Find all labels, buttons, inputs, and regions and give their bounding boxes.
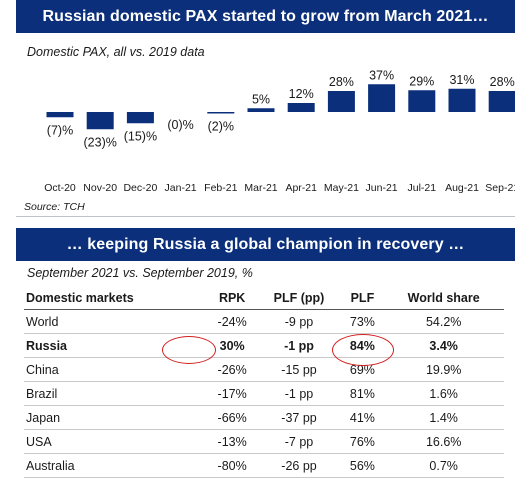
data-label: 37% <box>369 68 394 82</box>
cell-rpk: -24% <box>207 309 257 334</box>
cell-market: China <box>24 357 208 382</box>
domestic-markets-table: Domestic markets RPK PLF (pp) PLF World … <box>24 286 504 478</box>
x-tick-label: Mar-21 <box>244 182 277 194</box>
cell-plf: 69% <box>341 357 384 382</box>
header-world-share: World share <box>383 286 504 310</box>
data-label: 12% <box>289 87 314 101</box>
cell-world-share: 54.2% <box>383 309 504 334</box>
cell-plf: 84% <box>341 333 384 358</box>
table-row: Russia 30% -1 pp 84% 3.4% <box>24 333 504 358</box>
cell-market: Japan <box>24 405 208 430</box>
table-row: Brazil -17% -1 pp 81% 1.6% <box>24 381 504 406</box>
cell-rpk: -66% <box>207 405 257 430</box>
table-subtitle: September 2021 vs. September 2019, % <box>27 266 253 280</box>
chart-source: Source: TCH <box>24 201 85 213</box>
bar-Nov-20 <box>86 112 114 130</box>
cell-rpk: -17% <box>207 381 257 406</box>
cell-plf-pp: -7 pp <box>256 429 342 454</box>
table-panel-header: … keeping Russia a global champion in re… <box>16 228 515 261</box>
cell-world-share: 16.6% <box>383 429 504 454</box>
data-label: (15)% <box>124 129 157 143</box>
cell-plf: 41% <box>341 405 384 430</box>
header-plf: PLF <box>341 286 384 310</box>
cell-plf-pp: -1 pp <box>256 381 342 406</box>
table-row: World -24% -9 pp 73% 54.2% <box>24 309 504 334</box>
cell-plf: 56% <box>341 453 384 478</box>
cell-market: USA <box>24 429 208 454</box>
table-row: Japan -66% -37 pp 41% 1.4% <box>24 405 504 430</box>
header-rpk: RPK <box>207 286 257 310</box>
cell-plf-pp: -9 pp <box>256 309 342 334</box>
data-label: 28% <box>329 75 354 89</box>
cell-market: Australia <box>24 453 208 478</box>
cell-world-share: 1.6% <box>383 381 504 406</box>
cell-plf: 73% <box>341 309 384 334</box>
cell-plf-pp: -15 pp <box>256 357 342 382</box>
data-label: (2)% <box>208 120 234 134</box>
cell-plf: 81% <box>341 381 384 406</box>
header-plf-pp: PLF (pp) <box>256 286 342 310</box>
cell-rpk: -80% <box>207 453 257 478</box>
chart-panel-header: Russian domestic PAX started to grow fro… <box>16 0 515 33</box>
x-tick-label: Feb-21 <box>204 182 237 194</box>
bar-Jun-21 <box>368 84 396 112</box>
bar-Mar-21 <box>247 108 275 112</box>
cell-world-share: 1.4% <box>383 405 504 430</box>
data-label: 29% <box>409 74 434 88</box>
bar-Apr-21 <box>287 103 315 112</box>
cell-plf-pp: -37 pp <box>256 405 342 430</box>
table-row: China -26% -15 pp 69% 19.9% <box>24 357 504 382</box>
x-tick-label: May-21 <box>324 182 359 194</box>
data-label: (0)% <box>167 118 193 132</box>
bar-Feb-21 <box>207 112 235 114</box>
table-row: Australia -80% -26 pp 56% 0.7% <box>24 453 504 478</box>
table-header-row: Domestic markets RPK PLF (pp) PLF World … <box>24 286 504 310</box>
cell-world-share: 0.7% <box>383 453 504 478</box>
bar-Dec-20 <box>126 112 154 124</box>
pax-chart-panel: Russian domestic PAX started to grow fro… <box>16 0 515 217</box>
x-tick-label: Sep-21 <box>485 182 515 194</box>
header-domestic-markets: Domestic markets <box>24 286 208 310</box>
x-tick-label: Oct-20 <box>44 182 76 194</box>
data-label: (7)% <box>47 123 73 137</box>
cell-market: Russia <box>24 333 208 358</box>
x-tick-label: Jul-21 <box>407 182 436 194</box>
data-label: 5% <box>252 92 270 106</box>
bar-May-21 <box>327 91 355 112</box>
x-tick-label: Jan-21 <box>165 182 197 194</box>
bar-Oct-20 <box>46 112 74 118</box>
cell-world-share: 19.9% <box>383 357 504 382</box>
cell-rpk: 30% <box>207 333 257 358</box>
data-label: 28% <box>490 75 515 89</box>
cell-rpk: -13% <box>207 429 257 454</box>
x-tick-label: Jun-21 <box>366 182 398 194</box>
cell-world-share: 3.4% <box>383 333 504 358</box>
x-tick-label: Nov-20 <box>83 182 117 194</box>
cell-rpk: -26% <box>207 357 257 382</box>
markets-table-panel: … keeping Russia a global champion in re… <box>16 228 515 482</box>
cell-plf: 76% <box>341 429 384 454</box>
table-row: USA -13% -7 pp 76% 16.6% <box>24 429 504 454</box>
cell-plf-pp: -1 pp <box>256 333 342 358</box>
bar-Sep-21 <box>488 91 515 112</box>
x-tick-label: Aug-21 <box>445 182 479 194</box>
data-label: (23)% <box>84 135 117 149</box>
pax-bar-chart: (7)% Oct-20 (23)% Nov-20 (15)% Dec-20 (0)% Jan-… <box>44 68 515 194</box>
cell-market: Brazil <box>24 381 208 406</box>
x-tick-label: Dec-20 <box>123 182 157 194</box>
cell-plf-pp: -26 pp <box>256 453 342 478</box>
cell-market: World <box>24 309 208 334</box>
x-tick-label: Apr-21 <box>285 182 317 194</box>
chart-subtitle: Domestic PAX, all vs. 2019 data <box>27 45 205 59</box>
data-label: 31% <box>449 73 474 87</box>
bar-Aug-21 <box>448 88 476 112</box>
bar-Jul-21 <box>408 90 436 112</box>
